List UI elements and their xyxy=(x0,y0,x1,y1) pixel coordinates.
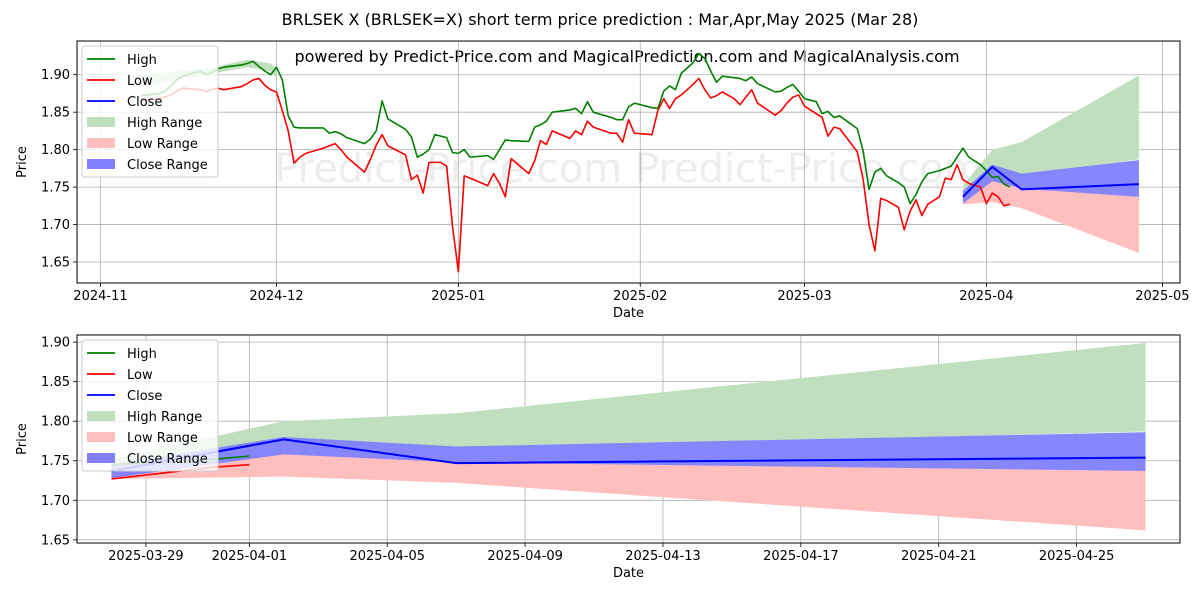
x-axis-label: Date xyxy=(613,306,644,321)
legend-label: Low Range xyxy=(127,431,198,446)
bottom-panel: Predict-Price.com Predict-Price.com 2025-… xyxy=(15,334,1181,581)
x-tick-label: 2025-02 xyxy=(613,289,667,304)
legend-label: High xyxy=(127,347,157,362)
low-range-legend-swatch xyxy=(87,432,115,442)
close-range-band xyxy=(962,160,1139,204)
y-tick-label: 1.70 xyxy=(41,218,70,233)
legend-label: Close Range xyxy=(127,452,208,467)
close-range-legend-swatch xyxy=(87,159,115,169)
x-tick-label: 2025-03-29 xyxy=(108,549,184,564)
plot-frame xyxy=(76,334,1181,544)
legend-label: Low xyxy=(127,368,153,383)
legend-label: High xyxy=(127,53,157,68)
x-tick-label: 2025-01 xyxy=(431,289,485,304)
x-tick-label: 2025-04-21 xyxy=(901,549,977,564)
close-series-line xyxy=(962,165,1139,198)
watermark: Predict-Price.com Predict-Price.com xyxy=(274,146,983,192)
low-range-legend-swatch xyxy=(87,138,115,148)
y-tick-label: 1.75 xyxy=(41,454,70,469)
low-range-band xyxy=(111,452,1146,531)
plot-area: Predict-Price.com Predict-Price.com xyxy=(111,342,1146,531)
legend: High Low Close High Range Low Range Close Ran… xyxy=(81,339,219,472)
legend-label: Close Range xyxy=(127,158,208,173)
low-series-line xyxy=(141,77,1011,273)
x-tick-label: 2025-05 xyxy=(1135,289,1189,304)
plot-frame xyxy=(76,40,1181,284)
high-range-band xyxy=(962,75,1139,191)
y-tick-label: 1.65 xyxy=(41,533,70,548)
high-series-line xyxy=(141,52,1011,205)
close-range-legend-swatch xyxy=(87,453,115,463)
x-tick-label: 2025-04-01 xyxy=(212,549,288,564)
chart-title: BRLSEK X (BRLSEK=X) short term price pre… xyxy=(282,10,919,29)
legend: High Low Close High Range Low Range Close Ran… xyxy=(81,45,219,178)
y-tick-label: 1.80 xyxy=(41,143,70,158)
legend-label: High Range xyxy=(127,410,202,425)
close-range-band xyxy=(111,432,1146,479)
y-tick-label: 1.65 xyxy=(41,256,70,271)
y-tick-label: 1.80 xyxy=(41,415,70,430)
legend-label: Close xyxy=(127,95,162,110)
x-tick-label: 2025-04-17 xyxy=(763,549,839,564)
x-tick-label: 2025-04-13 xyxy=(625,549,701,564)
y-tick-label: 1.85 xyxy=(41,106,70,121)
x-tick-label: 2025-04 xyxy=(959,289,1013,304)
legend-label: Low Range xyxy=(127,137,198,152)
low-range-band xyxy=(962,179,1139,254)
legend-box xyxy=(81,339,219,472)
chart-subtitle: powered by Predict-Price.com and Magical… xyxy=(294,47,959,66)
x-tick-label: 2025-04-25 xyxy=(1039,549,1115,564)
legend-label: Close xyxy=(127,389,162,404)
plot-area: Predict-Price.com Predict-Price.com xyxy=(141,52,1139,273)
high-range-legend-swatch xyxy=(87,117,115,127)
y-tick-label: 1.90 xyxy=(41,336,70,351)
x-tick-label: 2024-11 xyxy=(73,289,127,304)
high-range-legend-swatch xyxy=(87,411,115,421)
top-panel: Predict-Price.com Predict-Price.com 2024-… xyxy=(15,40,1190,321)
x-tick-label: 2025-04-09 xyxy=(487,549,563,564)
y-tick-label: 1.85 xyxy=(41,375,70,390)
x-tick-label: 2024-12 xyxy=(249,289,303,304)
x-tick-label: 2025-03 xyxy=(777,289,831,304)
x-axis-label: Date xyxy=(613,566,644,581)
y-tick-label: 1.75 xyxy=(41,181,70,196)
y-axis-label: Price xyxy=(15,146,30,178)
y-axis-label: Price xyxy=(15,423,30,455)
legend-box xyxy=(81,45,219,178)
legend-label: High Range xyxy=(127,116,202,131)
high-range-band xyxy=(111,342,1146,465)
y-tick-label: 1.90 xyxy=(41,68,70,83)
legend-label: Low xyxy=(127,74,153,89)
y-tick-label: 1.70 xyxy=(41,494,70,509)
x-tick-label: 2025-04-05 xyxy=(349,549,425,564)
